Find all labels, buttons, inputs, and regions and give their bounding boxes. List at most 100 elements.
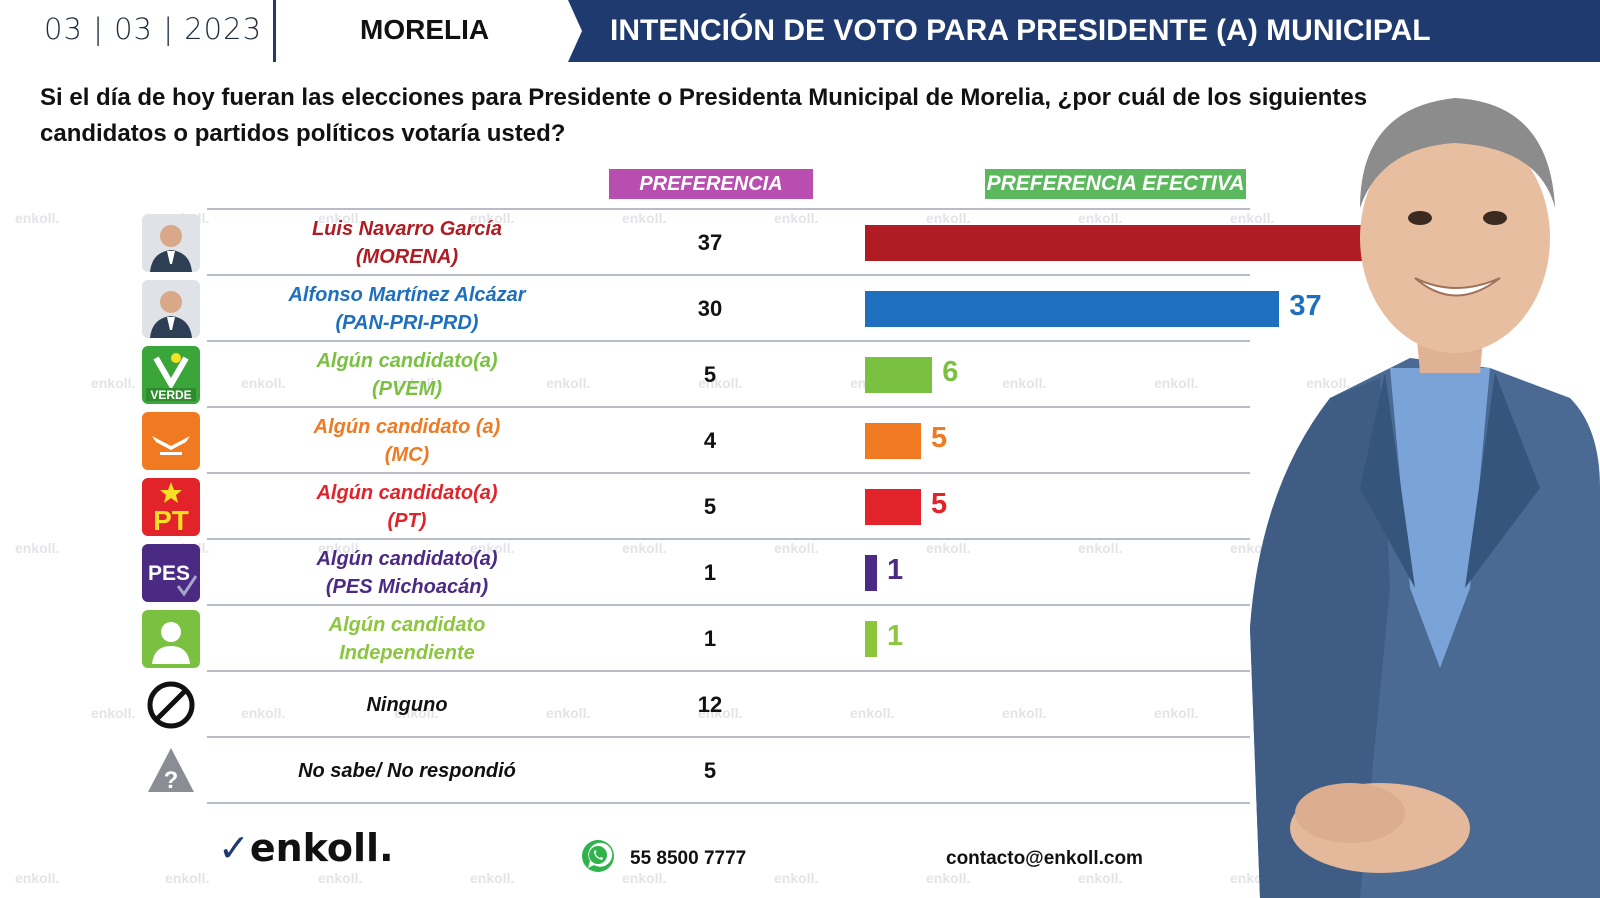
question-triangle-icon: ? [142,742,200,800]
watermark-text: enkoll. [1078,870,1123,886]
candidate-name: Algún candidato(a) (PES Michoacán) [262,545,552,601]
candidate-name: Luis Navarro García (MORENA) [262,215,552,271]
page-title: INTENCIÓN DE VOTO PARA PRESIDENTE (A) MU… [610,14,1431,47]
candidate-name-line1: Ninguno [366,694,448,716]
watermark-text: enkoll. [774,210,819,226]
watermark-text: enkoll. [926,540,971,556]
svg-text:PT: PT [153,505,189,536]
preferencia-bruta-value: 5 [703,362,717,387]
mc-logo-icon [142,412,200,470]
candidate-name-line1: Algún candidato (a) [313,416,501,438]
candidate-name-line1: Algún candidato [328,614,486,636]
watermark-text: enkoll. [165,870,210,886]
candidate-name-line2: (MORENA) [355,246,459,268]
candidate-name: Algún candidato Independiente [262,611,552,667]
preferencia-efectiva-bar [865,291,1280,327]
candidate-name-line2: (PAN-PRI-PRD) [335,312,479,334]
preferencia-bruta-value: 5 [703,494,717,519]
candidate-name: Algún candidato (a) (MC) [262,413,552,469]
watermark-text: enkoll. [622,870,667,886]
candidate-name: No sabe/ No respondió [262,757,552,785]
column-header-bruta: PREFERENCIA BRUTA [609,169,813,225]
watermark-text: enkoll. [850,705,895,721]
candidate-name-line1: Algún candidato(a) [316,548,498,570]
preferencia-bruta-value: 37 [697,230,723,255]
survey-date: 03 | 03 | 2023 [44,12,263,46]
preferencia-efectiva-bar [865,555,877,591]
watermark-text: enkoll. [926,210,971,226]
candidate-name: Ninguno [262,691,552,719]
candidate-name-line2: (PVEM) [372,378,442,400]
watermark-text: enkoll. [15,210,60,226]
city-label: MORELIA [360,14,490,45]
independent-person-icon [142,610,200,668]
verde-logo-icon: VERDE [142,346,200,404]
watermark-text: enkoll. [1154,375,1199,391]
svg-text:VERDE: VERDE [150,388,191,402]
preferencia-efectiva-label: 5 [931,422,948,454]
phone-number: 55 8500 7777 [630,848,747,869]
candidate-name: Alfonso Martínez Alcázar (PAN-PRI-PRD) [262,281,552,337]
row-divider [207,406,1250,408]
pt-logo-icon: PT [142,478,200,536]
watermark-text: enkoll. [1002,705,1047,721]
watermark-text: enkoll. [91,705,136,721]
preferencia-efectiva-bar [865,423,921,459]
watermark-text: enkoll. [1078,210,1123,226]
row-divider [207,736,1250,738]
row-divider [207,274,1250,276]
row-divider [207,604,1250,606]
watermark-text: enkoll. [1154,705,1199,721]
candidate-name-line2: Independiente [339,642,475,664]
preferencia-bruta-value: 12 [697,692,723,717]
watermark-text: enkoll. [91,375,136,391]
candidate-name-line2: (PT) [387,510,427,532]
contact-email: contacto@enkoll.com [946,848,1143,869]
watermark-text: enkoll. [774,870,819,886]
watermark-text: enkoll. [470,870,515,886]
header-bar: 03 | 03 | 2023 MORELIA INTENCIÓN DE VOTO… [0,0,1600,62]
candidate-name-line1: Algún candidato(a) [316,350,498,372]
watermark-text: enkoll. [546,705,591,721]
preferencia-bruta-value: 1 [703,560,717,585]
column-header-efectiva: PREFERENCIA EFECTIVA [985,169,1246,199]
candidate-name: Algún candidato(a) (PVEM) [262,347,552,403]
row-divider [207,340,1250,342]
preferencia-bruta-value: 30 [697,296,723,321]
watermark-text: enkoll. [1002,375,1047,391]
row-divider [207,208,1250,210]
candidate-name-line1: Alfonso Martínez Alcázar [288,284,526,306]
watermark-text: enkoll. [318,870,363,886]
candidate-name-line2: (PES Michoacán) [325,576,489,598]
candidate-name-line1: No sabe/ No respondió [298,760,516,782]
watermark-text: enkoll. [622,210,667,226]
preferencia-efectiva-label: 5 [931,488,948,520]
watermark-text: enkoll. [774,540,819,556]
watermark-text: enkoll. [926,870,971,886]
preferencia-bruta-value: 1 [703,626,717,651]
enkoll-logo: ✓enkoll. [218,826,394,870]
preferencia-efectiva-label: 37 [1289,290,1322,322]
title-banner [568,0,1600,62]
row-divider [207,538,1250,540]
header-divider [273,0,276,62]
candidate-name: Algún candidato(a) (PT) [262,479,552,535]
preferencia-efectiva-bar [865,489,921,525]
row-divider [207,472,1250,474]
watermark-text: enkoll. [622,540,667,556]
preferencia-efectiva-label: 6 [942,356,959,388]
candidate-portrait [1250,98,1600,898]
watermark-text: enkoll. [15,870,60,886]
row-divider [207,802,1250,804]
preferencia-efectiva-bar [865,225,1369,261]
survey-question: Si el día de hoy fueran las elecciones p… [40,84,1368,147]
candidate-name-line2: (MC) [384,444,430,466]
candidate-photo-icon [142,280,200,338]
watermark-text: enkoll. [15,540,60,556]
prohibited-icon [142,676,200,734]
candidate-name-line1: Luis Navarro García [311,218,503,240]
preferencia-efectiva-label: 1 [887,620,904,652]
preferencia-efectiva-bar [865,621,877,657]
row-divider [207,670,1250,672]
preferencia-efectiva-label: 1 [887,554,904,586]
